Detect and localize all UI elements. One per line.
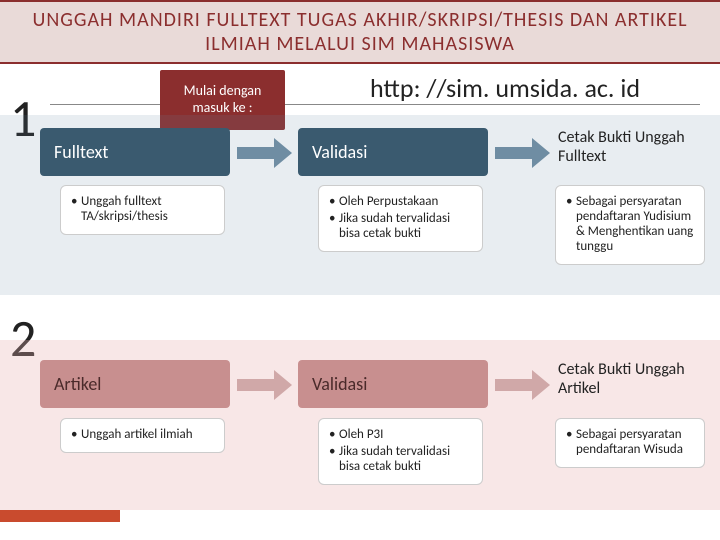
detail-artikel-upload: Unggah artikel ilmiah [60, 418, 225, 453]
detail-validasi-2: Oleh P3I Jika sudah tervalidasi bisa cet… [318, 418, 483, 485]
arrow-icon [495, 370, 550, 400]
detail-validasi-1: Oleh Perpustakaan Jika sudah tervalidasi… [318, 185, 483, 252]
stage-validasi-2: Validasi [298, 360, 488, 408]
detail-item: Oleh Perpustakaan [329, 194, 472, 209]
detail-item: Sebagai persyaratan pendaftaran Yudisium… [566, 194, 694, 254]
detail-cetak-artikel: Sebagai persyaratan pendaftaran Wisuda [555, 418, 705, 468]
detail-item: Jika sudah tervalidasi bisa cetak bukti [329, 444, 472, 474]
divider-line [50, 104, 700, 105]
arrow-icon [495, 138, 550, 168]
stage-validasi-1: Validasi [298, 128, 488, 176]
url-text: http: //sim. umsida. ac. id [315, 72, 695, 104]
arrow-icon [237, 138, 292, 168]
arrow-icon [237, 370, 292, 400]
detail-item: Jika sudah tervalidasi bisa cetak bukti [329, 211, 472, 241]
detail-item: Oleh P3I [329, 427, 472, 442]
detail-item: Sebagai persyaratan pendaftaran Wisuda [566, 427, 694, 457]
label-cetak-artikel: Cetak Bukti Unggah Artikel [558, 360, 718, 398]
stage-artikel: Artikel [40, 360, 230, 408]
stage-fulltext: Fulltext [40, 128, 230, 176]
detail-cetak-fulltext: Sebagai persyaratan pendaftaran Yudisium… [555, 185, 705, 265]
detail-fulltext-upload: Unggah fulltext TA/skripsi/thesis [60, 185, 225, 235]
page-title: UNGGAH MANDIRI FULLTEXT TUGAS AKHIR/SKRI… [0, 0, 720, 64]
detail-item: Unggah fulltext TA/skripsi/thesis [71, 194, 214, 224]
detail-item: Unggah artikel ilmiah [71, 427, 214, 442]
label-cetak-fulltext: Cetak Bukti Unggah Fulltext [558, 128, 718, 166]
footer-accent-bar [0, 510, 120, 522]
